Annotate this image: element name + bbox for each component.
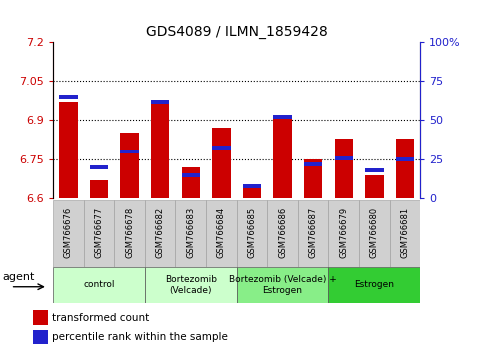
Bar bbox=[175, 200, 206, 267]
Text: GSM766679: GSM766679 bbox=[339, 207, 348, 258]
Text: transformed count: transformed count bbox=[53, 313, 150, 323]
Bar bbox=[273, 115, 292, 119]
Text: GSM766681: GSM766681 bbox=[400, 207, 410, 258]
Text: percentile rank within the sample: percentile rank within the sample bbox=[53, 332, 228, 342]
Bar bbox=[151, 102, 170, 198]
Text: GSM766683: GSM766683 bbox=[186, 207, 195, 258]
Bar bbox=[365, 168, 384, 172]
Text: agent: agent bbox=[3, 272, 35, 282]
Bar bbox=[33, 330, 48, 344]
Bar bbox=[59, 95, 78, 99]
Text: Bortezomib (Velcade) +
Estrogen: Bortezomib (Velcade) + Estrogen bbox=[228, 275, 337, 295]
Bar bbox=[335, 156, 353, 160]
Bar bbox=[243, 188, 261, 198]
Bar bbox=[267, 200, 298, 267]
Bar bbox=[365, 175, 384, 198]
Bar bbox=[114, 200, 145, 267]
Bar bbox=[120, 150, 139, 154]
Bar bbox=[182, 173, 200, 177]
Text: GSM766676: GSM766676 bbox=[64, 207, 73, 258]
Bar bbox=[237, 267, 328, 303]
Bar bbox=[212, 147, 230, 150]
Bar bbox=[145, 200, 175, 267]
Bar bbox=[273, 115, 292, 198]
Bar bbox=[33, 310, 48, 325]
Text: GSM766678: GSM766678 bbox=[125, 207, 134, 258]
Bar bbox=[145, 267, 237, 303]
Bar bbox=[396, 158, 414, 161]
Bar bbox=[390, 200, 420, 267]
Text: GSM766685: GSM766685 bbox=[247, 207, 256, 258]
Bar bbox=[304, 159, 322, 198]
Text: control: control bbox=[83, 280, 115, 290]
Bar bbox=[328, 200, 359, 267]
Bar bbox=[120, 133, 139, 198]
Bar bbox=[304, 162, 322, 166]
Text: GSM766682: GSM766682 bbox=[156, 207, 165, 258]
Bar bbox=[237, 200, 267, 267]
Bar bbox=[212, 128, 230, 198]
Text: GSM766680: GSM766680 bbox=[370, 207, 379, 258]
Text: GSM766687: GSM766687 bbox=[309, 207, 318, 258]
Bar bbox=[59, 102, 78, 198]
Bar bbox=[182, 167, 200, 198]
Bar bbox=[84, 200, 114, 267]
Bar bbox=[53, 267, 145, 303]
Bar bbox=[328, 267, 420, 303]
Text: GSM766684: GSM766684 bbox=[217, 207, 226, 258]
Text: GSM766686: GSM766686 bbox=[278, 207, 287, 258]
Bar bbox=[151, 100, 170, 104]
Text: Bortezomib
(Velcade): Bortezomib (Velcade) bbox=[165, 275, 217, 295]
Bar bbox=[243, 184, 261, 188]
Bar bbox=[359, 200, 390, 267]
Title: GDS4089 / ILMN_1859428: GDS4089 / ILMN_1859428 bbox=[146, 25, 327, 39]
Text: GSM766677: GSM766677 bbox=[95, 207, 103, 258]
Bar bbox=[298, 200, 328, 267]
Bar bbox=[90, 180, 108, 198]
Bar bbox=[335, 138, 353, 198]
Bar bbox=[53, 200, 84, 267]
Bar bbox=[90, 165, 108, 169]
Text: Estrogen: Estrogen bbox=[355, 280, 394, 290]
Bar bbox=[396, 138, 414, 198]
Bar bbox=[206, 200, 237, 267]
